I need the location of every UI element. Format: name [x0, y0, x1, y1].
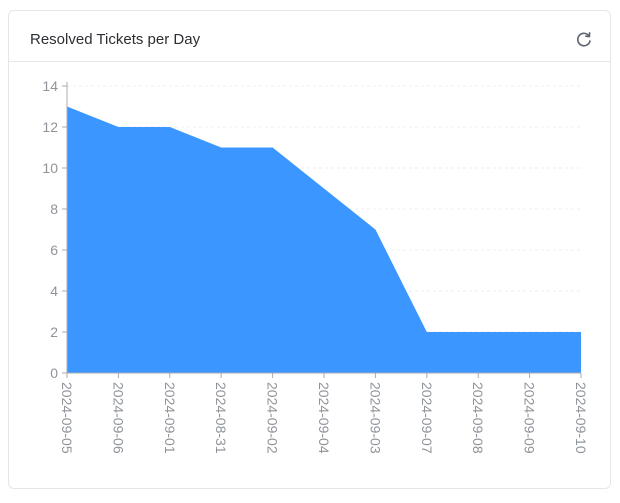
refresh-button[interactable]: [574, 30, 594, 50]
chart-card: Resolved Tickets per Day: [8, 10, 611, 489]
card-title: Resolved Tickets per Day: [30, 31, 200, 49]
refresh-icon: [574, 30, 594, 50]
card-header: Resolved Tickets per Day: [9, 11, 610, 62]
